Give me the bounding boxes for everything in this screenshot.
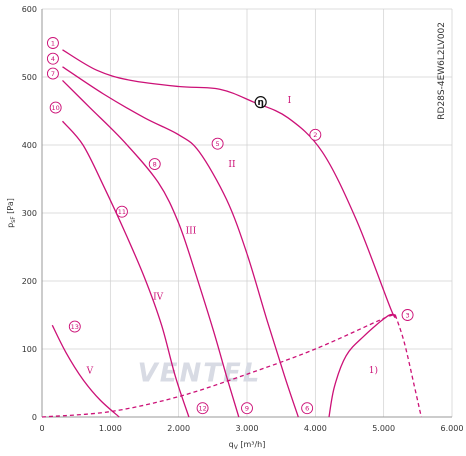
y-tick-label: 400 <box>22 141 37 150</box>
y-tick-label: 300 <box>22 209 37 218</box>
y-axis-title: psF [Pa] <box>6 198 17 228</box>
region-label: III <box>186 226 197 236</box>
marker-circle <box>211 137 224 150</box>
marker-number: 9 <box>245 404 249 412</box>
y-tick-label: 0 <box>32 413 37 422</box>
marker-10: 10 <box>49 101 62 114</box>
curve-IV <box>62 120 190 418</box>
marker-9: 9 <box>241 402 253 415</box>
marker-number: 3 <box>406 311 410 319</box>
marker-circle <box>49 101 62 114</box>
efficiency-symbol: η <box>257 98 263 108</box>
x-tick-label: 2.000 <box>167 424 190 433</box>
marker-number: 5 <box>216 140 220 148</box>
curve-V <box>51 324 120 418</box>
marker-circle <box>68 320 81 333</box>
marker-circle <box>46 37 59 49</box>
model-label: RD28S-4EW6L2LV002 <box>437 22 447 120</box>
x-tick-label: 0 <box>39 424 44 433</box>
marker-1: 1 <box>46 37 59 49</box>
marker-number: 10 <box>52 104 60 112</box>
marker-circle <box>196 402 209 415</box>
marker-number: 11 <box>118 208 126 216</box>
marker-11: 11 <box>115 205 128 218</box>
marker-circle <box>301 402 314 415</box>
marker-circle <box>46 67 59 80</box>
region-label: I <box>288 96 292 106</box>
region-label: II <box>228 160 236 170</box>
marker-number: 7 <box>51 70 55 78</box>
x-tick-label: 5.000 <box>372 424 395 433</box>
marker-number: 1 <box>51 39 55 47</box>
y-axis-unit: [Pa] <box>6 198 15 216</box>
y-axis-symbol: p <box>6 223 15 228</box>
marker-circle <box>148 158 161 170</box>
region-label: IV <box>153 292 164 302</box>
marker-circle <box>401 309 414 321</box>
marker-number: 2 <box>313 131 317 139</box>
y-tick-label: 500 <box>22 73 37 82</box>
x-axis-subscript: V <box>234 444 239 451</box>
x-tick-label: 6.000 <box>441 424 464 433</box>
region-label: 1) <box>369 365 378 376</box>
marker-5: 5 <box>211 137 224 150</box>
marker-12: 12 <box>196 402 209 415</box>
x-axis-unit: [m³/h] <box>238 440 266 449</box>
marker-circle <box>241 402 253 415</box>
curve-I <box>62 49 396 318</box>
marker-6: 6 <box>301 402 314 415</box>
marker-3: 3 <box>401 309 414 321</box>
grid <box>41 8 453 418</box>
y-axis-subscript: sF <box>10 216 17 223</box>
x-tick-label: 3.000 <box>236 424 259 433</box>
curve-1footnote <box>328 313 396 418</box>
marker-number: 6 <box>305 404 309 412</box>
curve-II <box>62 66 299 418</box>
curve-stall <box>394 314 422 418</box>
curve-III <box>62 79 240 418</box>
marker-circle <box>46 52 59 65</box>
efficiency-marker: η <box>254 96 267 109</box>
marker-circle <box>309 128 322 141</box>
x-tick-label: 1.000 <box>99 424 122 433</box>
efficiency-circle <box>254 96 267 109</box>
marker-8: 8 <box>148 158 161 170</box>
marker-number: 8 <box>153 160 157 168</box>
y-tick-label: 200 <box>22 277 37 286</box>
marker-circle <box>115 205 128 218</box>
x-tick-label: 4.000 <box>304 424 327 433</box>
y-tick-label: 100 <box>22 345 37 354</box>
marker-number: 13 <box>71 323 79 331</box>
watermark: VENTEL <box>138 359 262 389</box>
x-axis-symbol: q <box>229 440 234 449</box>
marker-7: 7 <box>46 67 59 80</box>
marker-4: 4 <box>46 52 59 65</box>
x-axis-title: qV [m³/h] <box>229 440 266 451</box>
y-tick-label: 600 <box>22 5 37 14</box>
marker-number: 4 <box>51 55 55 63</box>
ticks: 0 1.000 2.000 3.000 4.000 5.000 6.000 0 100 200 30… <box>22 5 464 433</box>
marker-number: 12 <box>198 404 206 412</box>
marker-13: 13 <box>68 320 81 333</box>
marker-2: 2 <box>309 128 322 141</box>
region-label: V <box>86 366 94 376</box>
